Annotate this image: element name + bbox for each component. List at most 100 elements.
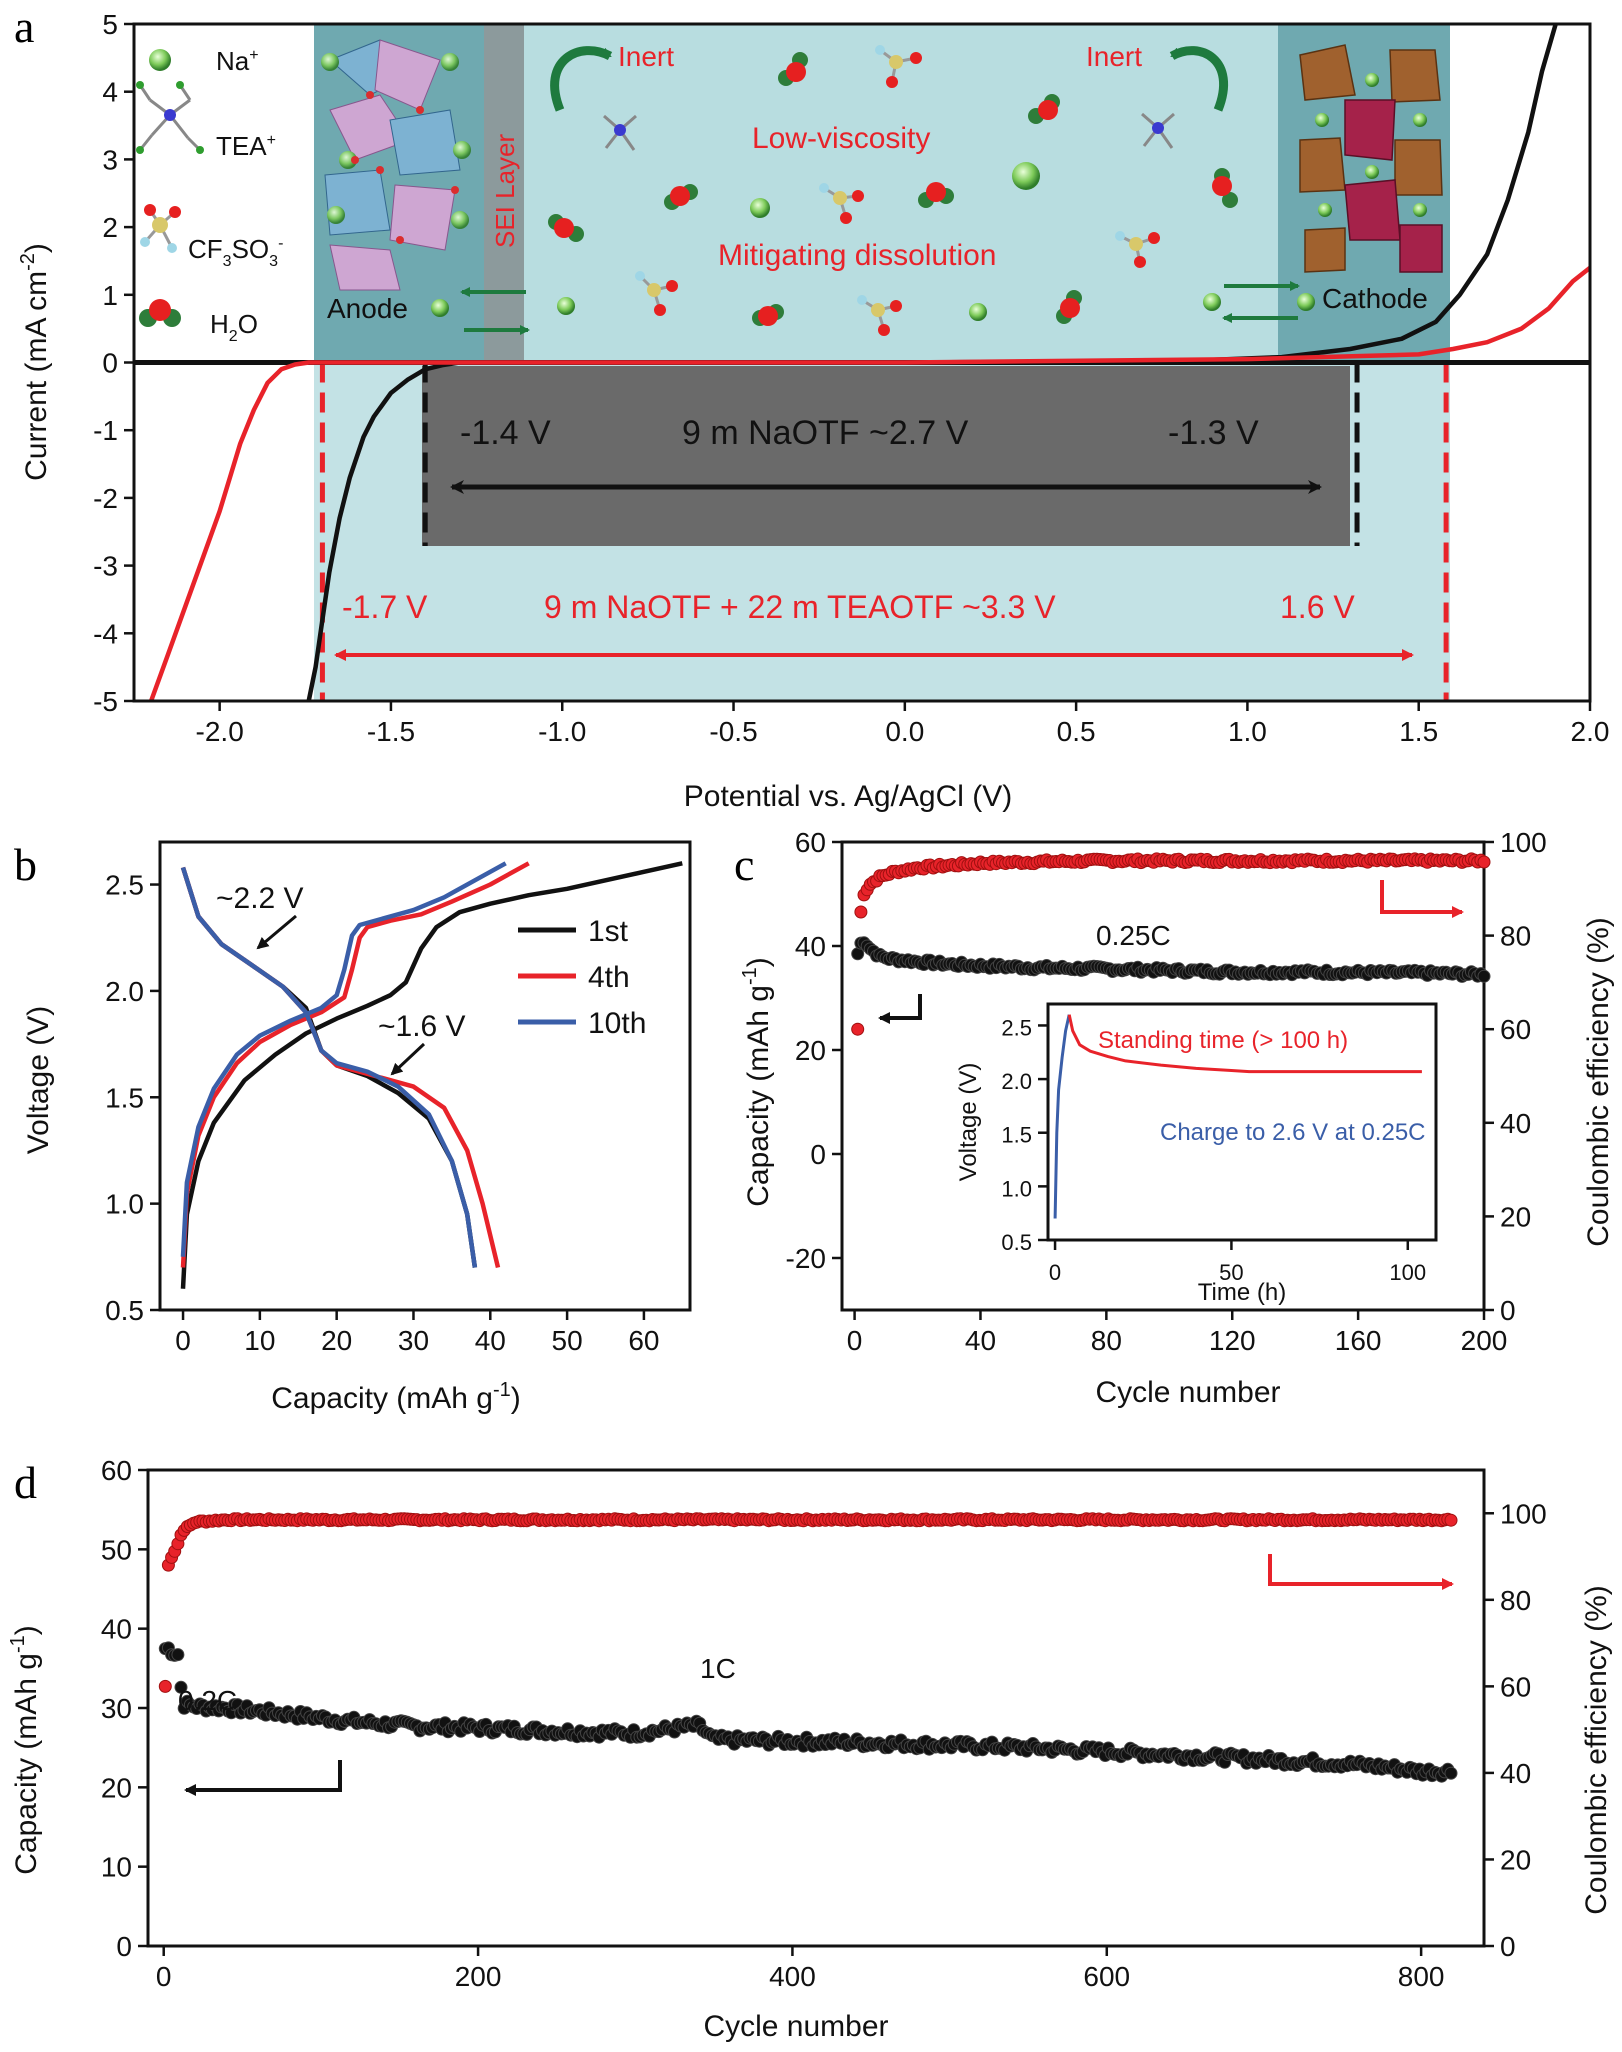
panel-c-y2tick-label: 0	[1500, 1295, 1516, 1326]
panel-b-ytick-label: 2.0	[105, 976, 144, 1007]
panel-b-charge-2	[180, 861, 507, 1257]
legend-label-4th: 4th	[588, 961, 630, 994]
panel-c-y2tick-label: 100	[1500, 827, 1547, 858]
panel-c-xtick-label: 120	[1209, 1325, 1256, 1356]
legend-label-1st: 1st	[588, 915, 629, 948]
panel-c-y2label: Coulombic efficiency (%)	[1582, 917, 1615, 1247]
panel-a-xtick-label: 1.5	[1399, 716, 1438, 747]
panel-c-y2tick-label: 80	[1500, 921, 1531, 952]
panel-c-ytick-label: 20	[795, 1035, 826, 1066]
panel-label-b: b	[14, 839, 37, 890]
panel-d-ytick-label: 50	[101, 1534, 132, 1565]
panel-a-ytick-label: -3	[93, 551, 118, 582]
inset-ytick-label: 2.5	[1001, 1015, 1032, 1040]
panel-b-ytick-label: 1.0	[105, 1189, 144, 1220]
panel-b-curves	[180, 861, 683, 1289]
d-efficiency-axis-pointer-icon	[1268, 1554, 1454, 1590]
panel-a-xtick-label: -1.0	[538, 716, 586, 747]
panel-d-ylabel: Capacity (mAh g-1)	[7, 1625, 43, 1875]
efficiency-point	[1477, 855, 1491, 869]
inset-charge-label: Charge to 2.6 V at 0.25C	[1160, 1119, 1426, 1146]
sei-layer-label: SEI Layer	[490, 133, 520, 248]
panel-d-frame	[146, 1468, 1486, 1948]
cathode-lattice-icon	[1299, 44, 1443, 273]
panel-c-points	[851, 852, 1491, 1036]
panel-label-d: d	[14, 1457, 37, 1508]
panel-d-xtick-label: 600	[1083, 1961, 1130, 1992]
panel-a-xtick-label: -1.5	[367, 716, 415, 747]
panel-d-ytick-label: 0	[116, 1931, 132, 1962]
inset-ytick-label: 1.5	[1001, 1123, 1032, 1148]
panel-b-xtick-label: 40	[475, 1325, 506, 1356]
panel-d-ytick-label: 40	[101, 1614, 132, 1645]
panel-c-frame	[840, 840, 1486, 1312]
inner-window-label: 9 m NaOTF ~2.7 V	[682, 414, 969, 452]
inset-ytick-label: 1.0	[1001, 1176, 1032, 1201]
panel-b-xtick-label: 60	[628, 1325, 659, 1356]
panel-b-charge-1	[180, 861, 530, 1268]
inner-right-voltage: -1.3 V	[1168, 414, 1259, 452]
tea-cation-icon	[136, 81, 204, 154]
inset-standing-curve	[1067, 1014, 1422, 1074]
anode-label: Anode	[327, 293, 408, 324]
panel-c-inset: 0 50 100 0.5 1.0 1.5 2.0 2.5 Time (h) Voltage (V)	[955, 1002, 1438, 1306]
panel-a-ytick-label: 4	[102, 77, 118, 108]
panel-c: c 0 40 80 120 160 200 -20 0 20 40 60 0 20 40 60 80 100 0…	[734, 827, 1615, 1409]
panel-b-discharge-2	[180, 866, 478, 1268]
outer-window-label: 9 m NaOTF + 22 m TEAOTF ~3.3 V	[544, 589, 1056, 625]
panel-b-xtick-label: 10	[244, 1325, 275, 1356]
panel-b-xtick-label: 0	[175, 1325, 191, 1356]
panel-d-xtick-label: 800	[1398, 1961, 1445, 1992]
panel-c-xtick-label: 160	[1335, 1325, 1382, 1356]
inset-charge-curve	[1053, 1014, 1071, 1219]
panel-b-ytick-label: 2.5	[105, 870, 144, 901]
panel-c-xlabel: Cycle number	[1095, 1376, 1280, 1409]
panel-c-y2tick-label: 20	[1500, 1201, 1531, 1232]
panel-a-xlabel: Potential vs. Ag/AgCl (V)	[684, 780, 1012, 813]
panel-a-ytick-label: 5	[102, 9, 118, 40]
panel-d-y2tick-label: 0	[1500, 1931, 1516, 1962]
electrolyte-molecules	[431, 45, 1315, 336]
panel-b-xtick-label: 20	[321, 1325, 352, 1356]
inner-window-box	[422, 366, 1350, 546]
panel-b-ytick-label: 1.5	[105, 1082, 144, 1113]
panel-a-ytick-label: -1	[93, 415, 118, 446]
inset-ylabel: Voltage (V)	[955, 1063, 982, 1182]
d-capacity-point	[1444, 1766, 1458, 1780]
panel-b-legend: 1st 4th 10th	[518, 915, 646, 1040]
inert-right-arrow-icon	[1169, 46, 1228, 112]
panel-c-axes: 0 40 80 120 160 200 -20 0 20 40 60 0 20 40 60 80 100	[786, 827, 1547, 1356]
panel-c-ytick-label: 60	[795, 827, 826, 858]
panel-c-y2tick-label: 40	[1500, 1108, 1531, 1139]
panel-a-xtick-label: 2.0	[1571, 716, 1610, 747]
lower-plateau-arrow-icon	[390, 1042, 426, 1076]
inert-left-arrow-icon	[550, 46, 613, 112]
panel-a-xtick-label: -2.0	[196, 716, 244, 747]
outer-right-voltage: 1.6 V	[1280, 589, 1355, 625]
panel-a-xtick-label: -0.5	[709, 716, 757, 747]
inset-background	[1048, 1004, 1436, 1240]
panel-d-rate-high: 1C	[700, 1653, 736, 1684]
inset-xlabel: Time (h)	[1198, 1279, 1286, 1306]
panel-d-ytick-label: 20	[101, 1772, 132, 1803]
panel-d-y2tick-label: 40	[1500, 1758, 1531, 1789]
upper-plateau-label: ~2.2 V	[216, 882, 304, 915]
panel-a-ytick-label: 1	[102, 280, 118, 311]
d-efficiency-point	[158, 1679, 172, 1693]
upper-plateau-arrow-icon	[256, 914, 297, 950]
inset-xtick-label: 100	[1389, 1260, 1426, 1285]
panel-b-ylabel: Voltage (V)	[22, 1006, 55, 1154]
legend-water-label: H2O	[210, 309, 258, 345]
panel-d-y2tick-label: 80	[1500, 1585, 1531, 1616]
panel-c-xtick-label: 0	[847, 1325, 863, 1356]
inset-xtick-label: 50	[1219, 1260, 1243, 1285]
inert-left-label: Inert	[618, 41, 674, 72]
panel-c-ytick-label: 0	[810, 1139, 826, 1170]
sei-layer-region	[484, 24, 524, 364]
inert-right-label: Inert	[1086, 41, 1142, 72]
triflate-anion-icon	[140, 204, 181, 253]
panel-d-y2tick-label: 20	[1500, 1844, 1531, 1875]
d-capacity-point	[171, 1648, 185, 1662]
